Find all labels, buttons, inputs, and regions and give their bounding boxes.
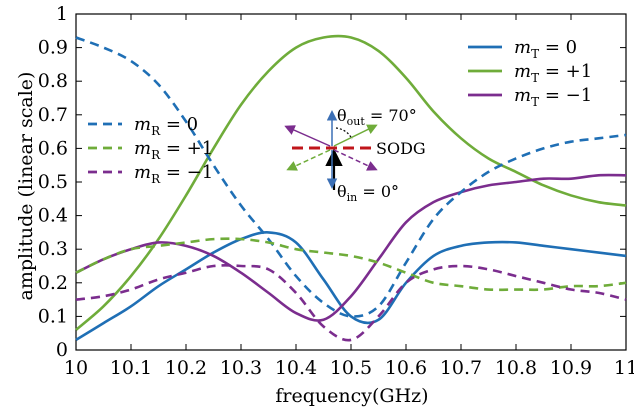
x-tick-label: 10.7 [440, 357, 482, 379]
y-tick-label: 0.7 [38, 104, 68, 126]
y-tick-label: 1 [56, 3, 68, 25]
x-tick-label: 10.9 [550, 357, 592, 379]
series-line-3 [75, 36, 627, 318]
x-tick-label: 10.2 [165, 357, 207, 379]
y-tick-label: 0.4 [38, 205, 68, 227]
series-line-0 [75, 231, 627, 342]
legend-label: mR = 0 [134, 114, 198, 138]
x-tick-label: 10.6 [385, 357, 427, 379]
y-tick-label: 0.3 [38, 238, 68, 260]
x-tick-label: 10 [64, 357, 88, 379]
y-axis-title: amplitude (linear scale) [15, 72, 37, 301]
y-tick-label: 0.8 [38, 70, 68, 92]
legend-label: mR = −1 [134, 162, 213, 186]
series-line-1 [75, 34, 627, 331]
incidence-diagram: θout = 70° θin = 0° SODG [284, 106, 426, 204]
tick-labels: 10 10.1 10.2 10.3 10.4 10.5 10.6 10.7 10.8 10.9 11… [38, 3, 634, 379]
y-tick-label: 0.5 [38, 171, 68, 193]
reflected-minus1-arrow [333, 149, 378, 171]
legend-label: mT = 0 [514, 37, 577, 61]
transmitted-minus1-arrow [284, 125, 331, 147]
x-tick-label: 10.5 [330, 357, 372, 379]
y-tick-label: 0.1 [38, 305, 68, 327]
y-tick-label: 0 [56, 339, 68, 361]
legends: mT = 0mT = +1mT = −1 mR = 0mR = +1mR = −1 [88, 37, 592, 186]
x-tick-label: 10.8 [495, 357, 537, 379]
series-line-4 [75, 237, 627, 292]
series-line-2 [75, 173, 627, 322]
y-tick-label: 0.2 [38, 272, 68, 294]
angle-arc [335, 127, 353, 140]
sodg-label: SODG [376, 139, 426, 158]
legend-label: mT = +1 [514, 61, 592, 85]
reflected-plus1-arrow [286, 149, 331, 171]
x-tick-label: 10.4 [275, 357, 317, 379]
legend-top-right: mT = 0mT = +1mT = −1 [468, 37, 592, 109]
series-line-5 [75, 264, 627, 342]
theta-out-label: θout = 70° [337, 106, 417, 128]
x-tick-label: 10.3 [220, 357, 262, 379]
y-tick-label: 0.6 [38, 137, 68, 159]
legend-center-left: mR = 0mR = +1mR = −1 [88, 114, 213, 186]
legend-label: mT = −1 [514, 85, 592, 109]
y-tick-label: 0.9 [38, 37, 68, 59]
x-axis-title: frequency(GHz) [275, 385, 428, 407]
x-tick-label: 11 [614, 357, 634, 379]
series-lines [75, 34, 627, 342]
transmitted-plus1-arrow [333, 124, 378, 147]
x-tick-label: 10.1 [110, 357, 152, 379]
axes [75, 13, 627, 351]
theta-in-label: θin = 0° [337, 182, 399, 204]
legend-label: mR = +1 [134, 138, 213, 162]
